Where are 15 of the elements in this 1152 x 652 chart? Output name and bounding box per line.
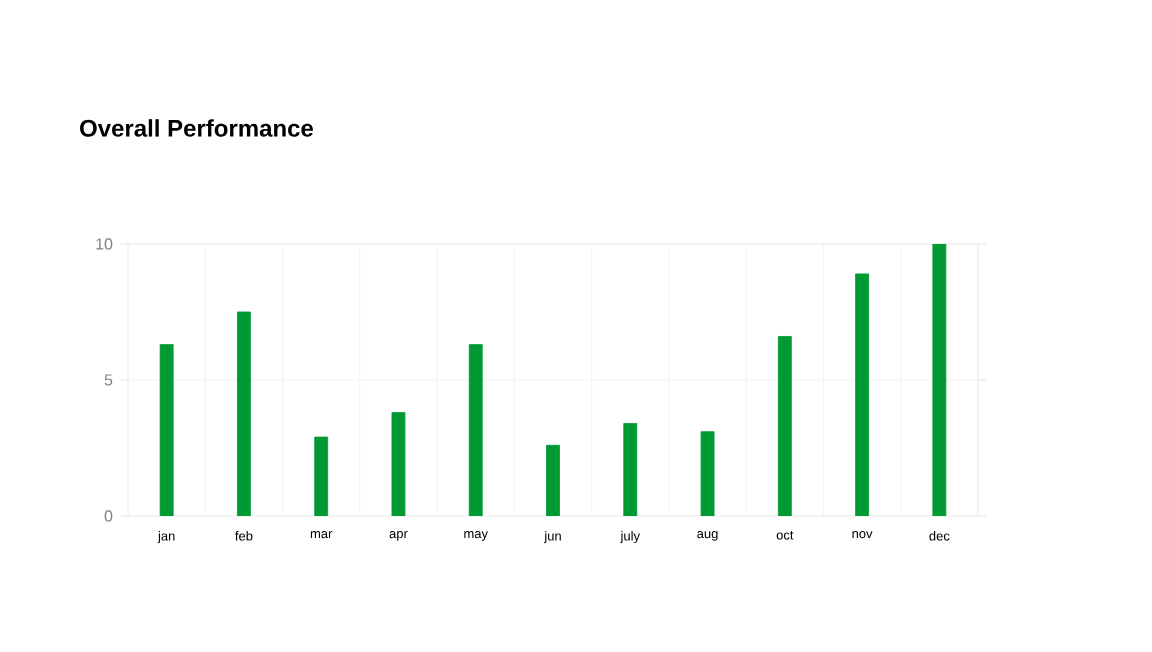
y-tick-label: 5: [104, 374, 113, 386]
bar: [700, 431, 715, 516]
bar: [237, 311, 251, 516]
bar: [855, 273, 869, 516]
y-tick-label: 0: [104, 510, 113, 522]
bar: [623, 423, 638, 516]
bar: [777, 336, 792, 516]
bar: [468, 344, 483, 516]
bar: [546, 444, 560, 516]
bar: [159, 344, 174, 516]
bar: [314, 436, 329, 516]
chart-title: Overall Performance: [80, 119, 313, 137]
y-tick-label: 10: [96, 238, 113, 250]
bar: [391, 412, 406, 516]
bar: [932, 243, 947, 516]
